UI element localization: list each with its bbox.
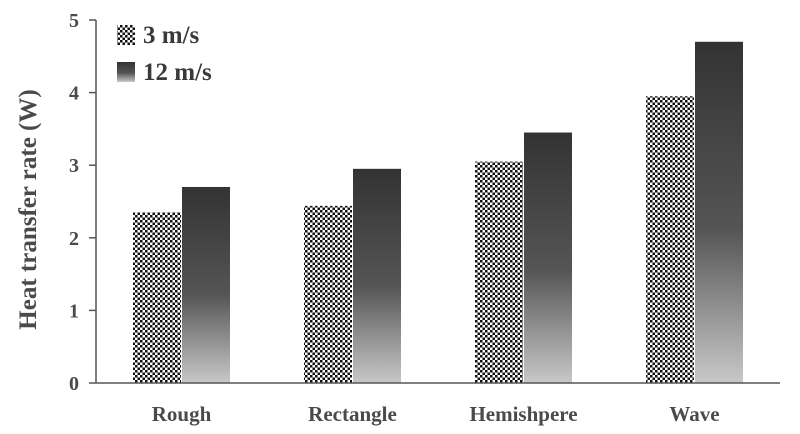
legend-label-12ms: 12 m/s bbox=[143, 59, 212, 86]
y-tick-label: 5 bbox=[69, 10, 79, 32]
bar-12ms-rough bbox=[182, 186, 230, 383]
legend-label-3ms: 3 m/s bbox=[143, 22, 200, 49]
bar-3ms-hemishpere bbox=[475, 161, 523, 383]
bar-3ms-wave bbox=[646, 96, 694, 383]
bars-group bbox=[133, 41, 743, 383]
bar-12ms-hemishpere bbox=[524, 132, 572, 383]
y-tick-label: 2 bbox=[69, 228, 79, 250]
x-category-label: Wave bbox=[669, 402, 719, 426]
x-category-label: Rough bbox=[152, 402, 212, 426]
y-axis-ticks: 0 1 2 3 4 5 bbox=[69, 10, 96, 395]
legend-swatch-12ms bbox=[117, 62, 135, 82]
bar-3ms-rectangle bbox=[304, 205, 352, 383]
bar-12ms-rectangle bbox=[353, 168, 401, 383]
y-tick-label: 0 bbox=[69, 373, 79, 395]
y-tick-label: 1 bbox=[69, 300, 79, 322]
y-tick-label: 3 bbox=[69, 155, 79, 177]
y-tick-label: 4 bbox=[69, 83, 79, 105]
y-axis-title: Heat transfer rate (W) bbox=[15, 89, 42, 329]
x-axis-labels: Rough Rectangle Hemishpere Wave bbox=[152, 402, 720, 426]
legend-swatch-3ms bbox=[117, 25, 135, 45]
x-category-label: Hemishpere bbox=[469, 402, 577, 426]
x-category-label: Rectangle bbox=[308, 402, 397, 426]
legend: 3 m/s 12 m/s bbox=[117, 22, 212, 86]
bar-12ms-wave bbox=[695, 41, 743, 383]
bar-3ms-rough bbox=[133, 212, 181, 383]
